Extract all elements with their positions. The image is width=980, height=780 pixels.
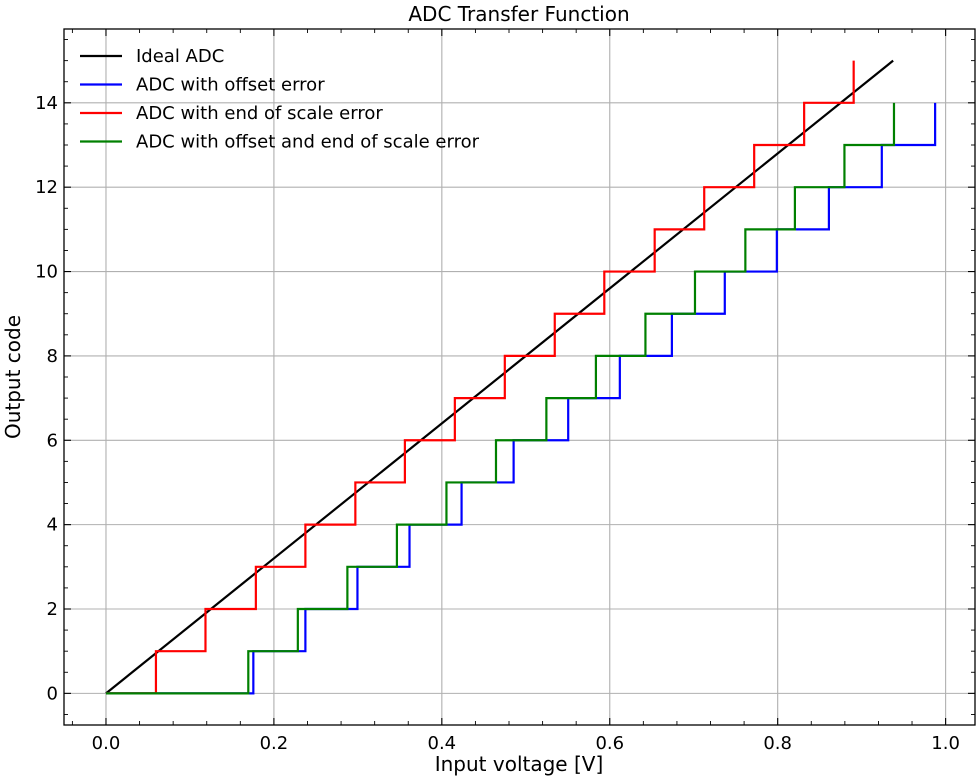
series-lines [105, 59, 937, 695]
x-tick-label: 0.4 [428, 733, 457, 754]
legend-label: ADC with offset error [136, 75, 325, 96]
y-tick-label: 14 [35, 93, 58, 114]
tick-labels: 0.0 0.2 0.4 0.6 0.8 1.0 0 2 4 6 8 10 12 14 [35, 93, 960, 754]
x-tick-label: 0.0 [92, 733, 121, 754]
x-tick-label: 0.8 [763, 733, 792, 754]
y-tick-label: 10 [35, 262, 58, 283]
x-axis-label: Input voltage [V] [435, 752, 604, 776]
x-tick-label: 0.6 [595, 733, 624, 754]
y-tick-label: 8 [47, 346, 58, 367]
series-line-1 [105, 59, 894, 695]
chart-title: ADC Transfer Function [408, 2, 629, 26]
legend-label: ADC with offset and end of scale error [136, 132, 480, 153]
y-tick-label: 6 [47, 430, 58, 451]
y-axis-label: Output code [1, 315, 25, 439]
x-tick-label: 1.0 [931, 733, 960, 754]
legend-items: Ideal ADC ADC with offset error ADC with e… [80, 46, 480, 153]
y-tick-label: 4 [47, 515, 58, 536]
series-line-3 [105, 60, 855, 695]
y-tick-label: 12 [35, 177, 58, 198]
y-tick-label: 0 [47, 683, 58, 704]
x-tick-label: 0.2 [260, 733, 289, 754]
legend-label: ADC with end of scale error [136, 103, 383, 124]
series-line-4 [105, 102, 896, 695]
series-line-2 [105, 102, 937, 695]
legend: Ideal ADC ADC with offset error ADC with e… [80, 46, 480, 153]
y-tick-label: 2 [47, 599, 58, 620]
ticks [64, 29, 975, 725]
legend-label: Ideal ADC [136, 46, 224, 67]
